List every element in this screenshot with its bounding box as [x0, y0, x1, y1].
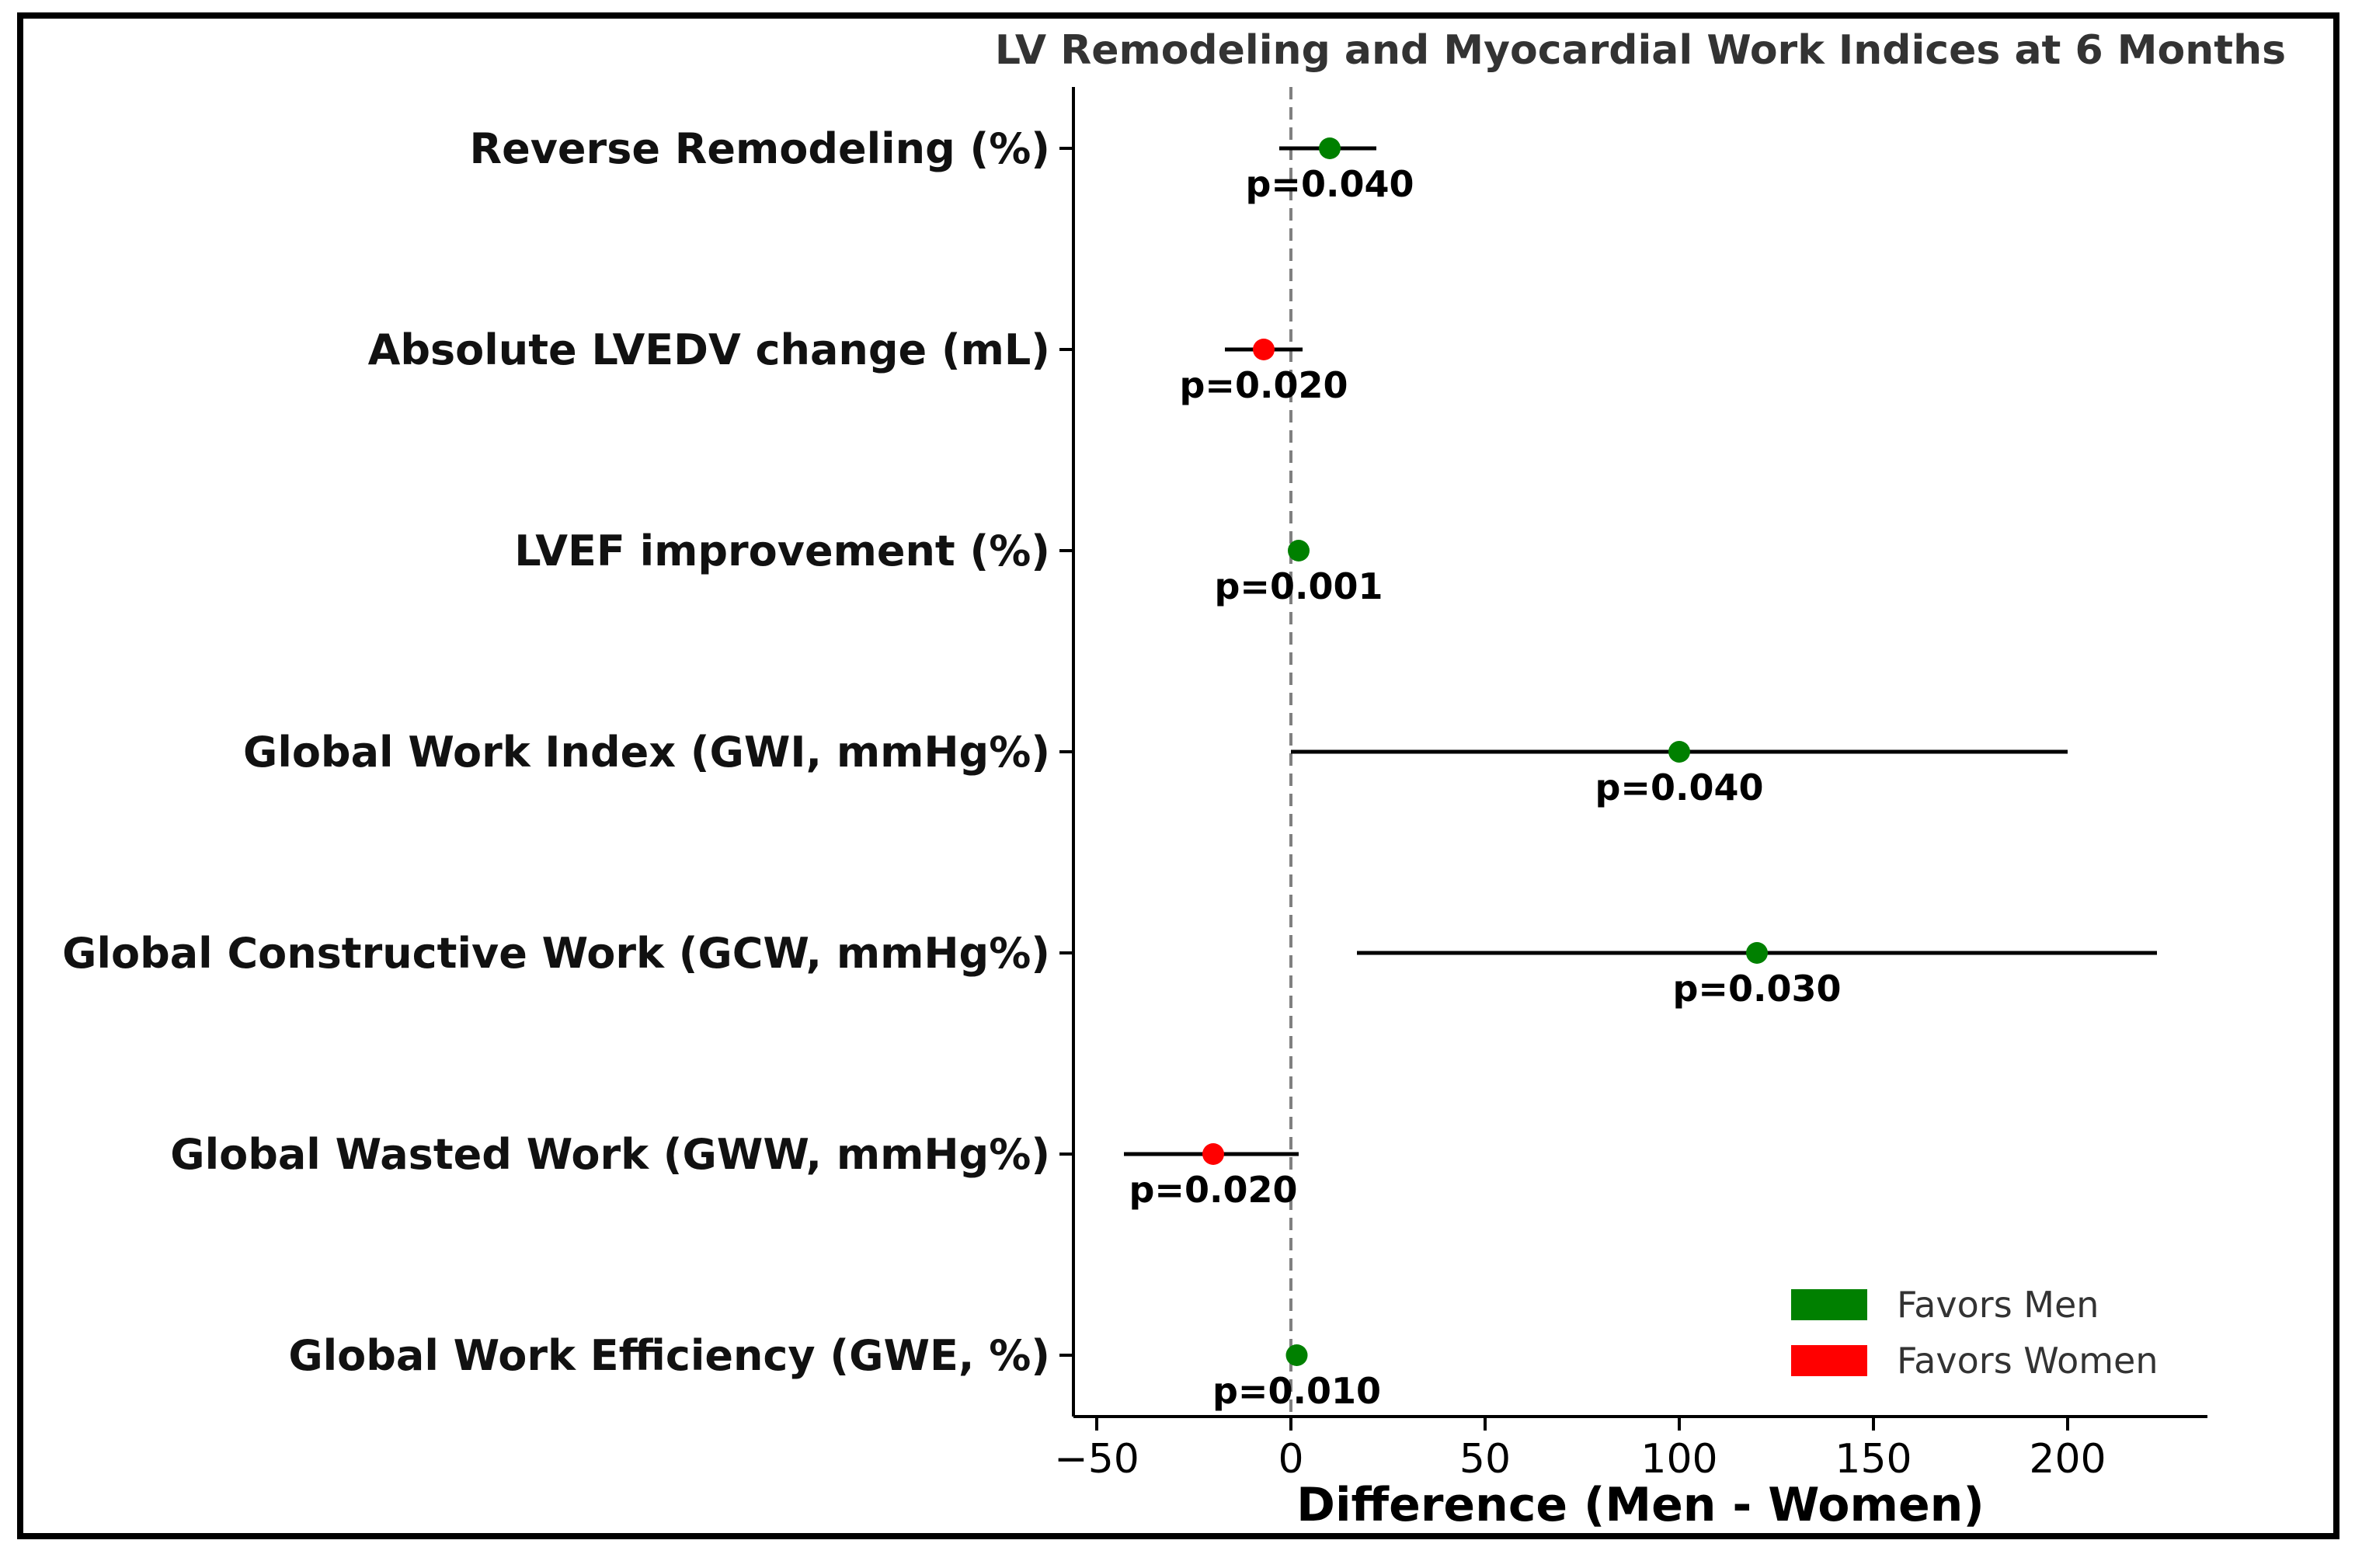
forest-row: Reverse Remodeling (%) p=0.040	[470, 124, 1414, 205]
row-label: Global Wasted Work (GWW, mmHg%)	[170, 1130, 1050, 1179]
x-tick-label: −50	[1054, 1436, 1139, 1483]
point-estimate	[1668, 741, 1690, 763]
x-axis-label: Difference (Men - Women)	[1296, 1478, 1985, 1532]
point-estimate	[1288, 540, 1310, 561]
legend: Favors Men Favors Women	[1791, 1284, 2159, 1382]
x-tick-label: 150	[1835, 1436, 1912, 1483]
plot-area: −50 0 50 100 150 200 Reverse Remodeling (%) p=…	[62, 87, 2207, 1483]
point-estimate	[1319, 137, 1341, 159]
legend-swatch	[1791, 1345, 1867, 1376]
x-tick-label: 200	[2029, 1436, 2106, 1483]
p-value-label: p=0.020	[1129, 1169, 1298, 1211]
legend-label: Favors Men	[1897, 1284, 2099, 1326]
x-tick-label: 0	[1278, 1436, 1303, 1483]
row-label: Reverse Remodeling (%)	[470, 124, 1050, 173]
p-value-label: p=0.001	[1215, 565, 1383, 607]
p-value-label: p=0.040	[1595, 767, 1764, 808]
forest-row: Global Work Index (GWI, mmHg%) p=0.040	[243, 728, 2068, 808]
forest-row: Absolute LVEDV change (mL) p=0.020	[368, 325, 1348, 406]
x-tick-label: 100	[1640, 1436, 1717, 1483]
point-estimate	[1202, 1143, 1224, 1165]
row-label: Global Constructive Work (GCW, mmHg%)	[62, 929, 1050, 978]
figure-border	[17, 12, 2339, 1539]
point-estimate	[1253, 339, 1275, 360]
chart-title: LV Remodeling and Myocardial Work Indice…	[995, 27, 2286, 74]
point-estimate	[1285, 1344, 1308, 1366]
forest-rows: Reverse Remodeling (%) p=0.040 Absolute LV…	[62, 124, 2157, 1412]
row-label: Global Work Index (GWI, mmHg%)	[243, 728, 1050, 777]
p-value-label: p=0.010	[1212, 1370, 1381, 1412]
forest-row: LVEF improvement (%) p=0.001	[514, 527, 1383, 607]
legend-swatch	[1791, 1289, 1867, 1320]
x-tick-label: 50	[1459, 1436, 1511, 1483]
p-value-label: p=0.020	[1180, 364, 1348, 406]
forest-row: Global Work Efficiency (GWE, %) p=0.010	[288, 1331, 1381, 1412]
p-value-label: p=0.040	[1246, 163, 1414, 205]
row-label: Global Work Efficiency (GWE, %)	[288, 1331, 1050, 1380]
p-value-label: p=0.030	[1673, 968, 1842, 1010]
row-label: Absolute LVEDV change (mL)	[368, 325, 1050, 374]
forest-row: Global Wasted Work (GWW, mmHg%) p=0.020	[170, 1130, 1299, 1211]
forest-row: Global Constructive Work (GCW, mmHg%) p=0…	[62, 929, 2157, 1010]
row-label: LVEF improvement (%)	[514, 527, 1050, 575]
point-estimate	[1746, 942, 1768, 964]
legend-label: Favors Women	[1897, 1340, 2159, 1382]
x-axis-ticks: −50 0 50 100 150 200	[1054, 1417, 2106, 1483]
